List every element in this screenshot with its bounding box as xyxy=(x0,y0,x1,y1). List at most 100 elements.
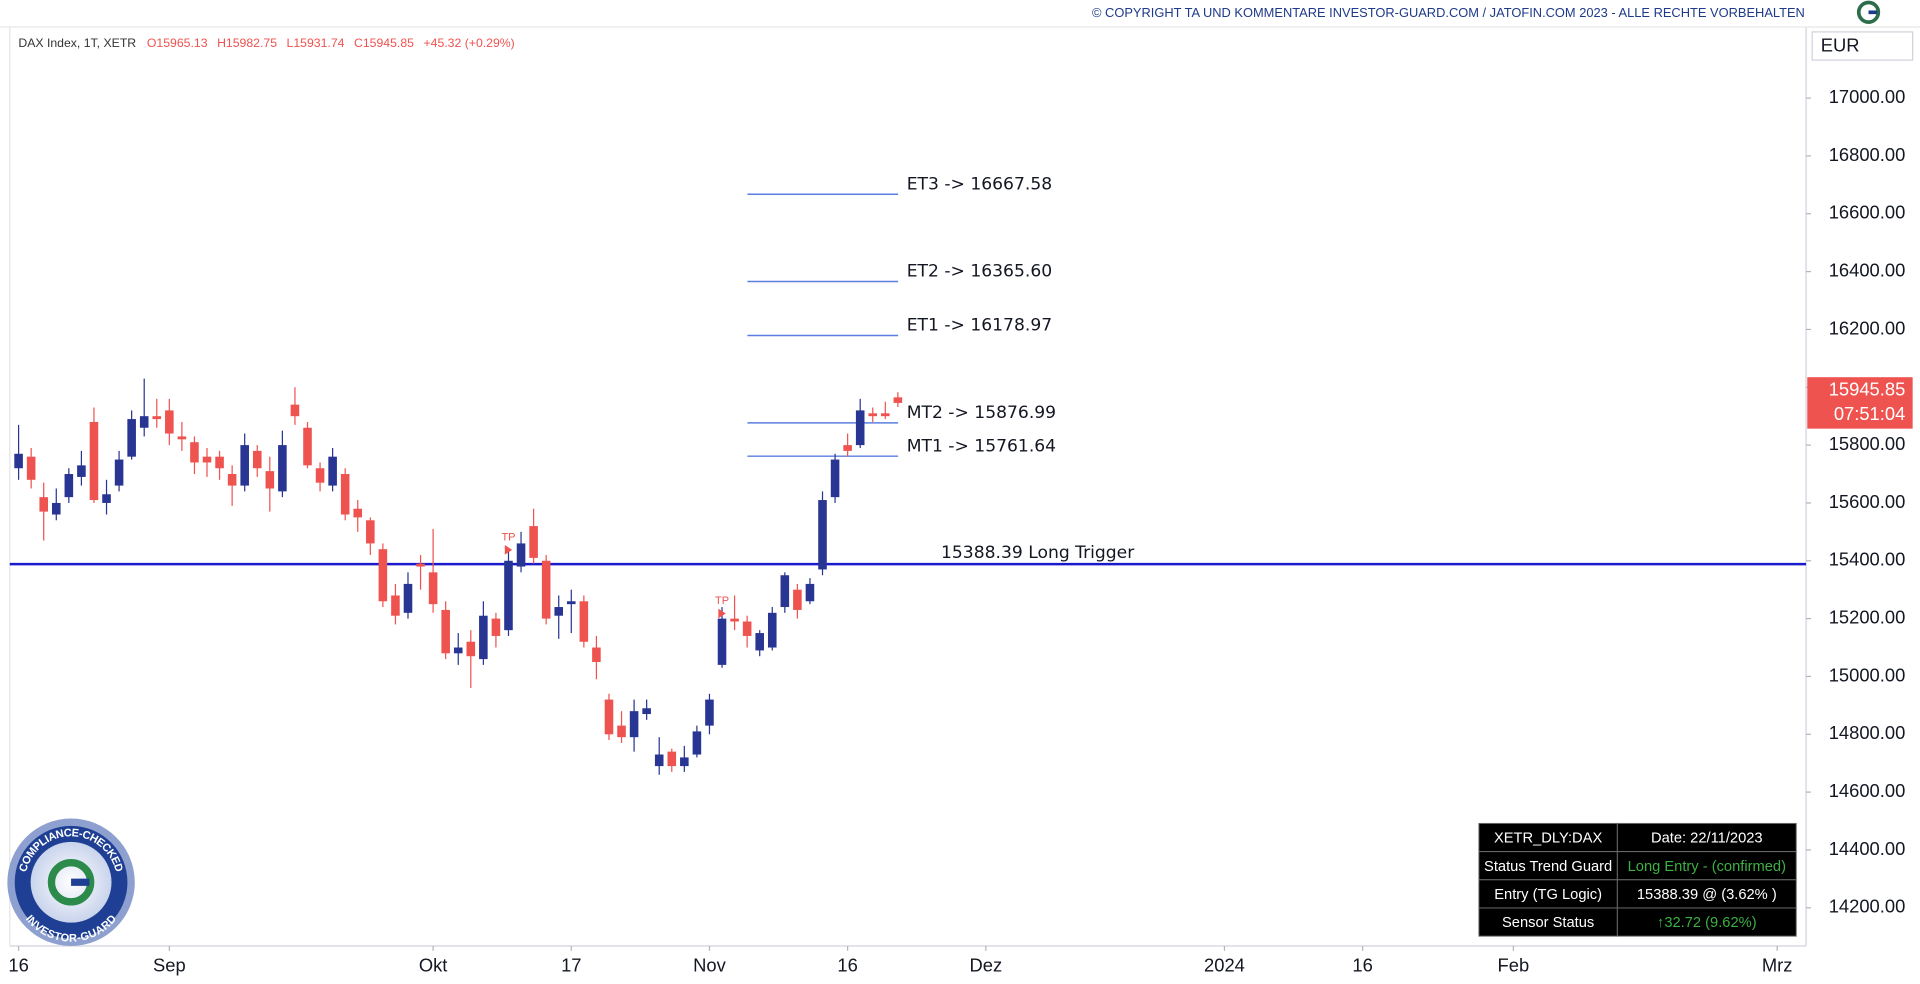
candle-body xyxy=(202,456,212,463)
candle-body xyxy=(441,609,450,654)
candle-body xyxy=(328,456,337,486)
candle-body xyxy=(77,465,86,477)
x-tick-label: 2024 xyxy=(1204,955,1245,976)
target-label: ET3 -> 16667.58 xyxy=(907,174,1052,194)
candle-body xyxy=(227,474,237,486)
candle-body xyxy=(504,560,513,631)
candle-body xyxy=(340,474,350,515)
y-tick-label: 14400.00 xyxy=(1829,838,1906,859)
table-cell xyxy=(1478,879,1618,909)
table-text: Sensor Status xyxy=(1502,915,1594,931)
last-price-badge xyxy=(1807,377,1913,429)
candle-body xyxy=(265,471,275,489)
table-cell xyxy=(1616,907,1797,937)
candle-body xyxy=(642,708,651,715)
x-tick-label: 16 xyxy=(1352,955,1372,976)
currency-box[interactable] xyxy=(1811,31,1914,61)
candle-body xyxy=(541,560,551,619)
candle-body xyxy=(240,445,249,486)
candle-body xyxy=(780,575,790,608)
copyright: © COPYRIGHT TA UND KOMMENTARE INVESTOR-G… xyxy=(1092,5,1805,20)
candle-body xyxy=(177,436,187,440)
candle-body xyxy=(604,699,614,735)
candle-body xyxy=(252,450,262,469)
candle-body xyxy=(893,397,903,403)
candle-body xyxy=(680,757,689,767)
annotation-label: TP xyxy=(501,532,515,544)
candle-body xyxy=(742,621,752,636)
ohlc-high: H15982.75 xyxy=(217,36,277,50)
candle-body xyxy=(617,725,626,738)
candle-body xyxy=(353,508,363,518)
x-tick-label: 16 xyxy=(8,955,28,976)
candle-body xyxy=(793,589,802,610)
annotation-label: TP xyxy=(715,595,729,607)
candle-body xyxy=(692,731,702,755)
table-text: Long Entry - (confirmed) xyxy=(1628,859,1786,875)
x-tick-label: 16 xyxy=(837,955,857,976)
candle-body xyxy=(89,421,99,501)
target-label: MT1 -> 15761.64 xyxy=(907,436,1056,456)
candle-body xyxy=(843,445,852,451)
logo xyxy=(1856,0,1881,24)
ohlc-close: C15945.85 xyxy=(354,36,414,50)
candle-body xyxy=(165,410,174,434)
candle-body xyxy=(855,410,865,446)
candle-body xyxy=(818,500,827,570)
candle-body xyxy=(190,442,199,463)
candle-body xyxy=(51,502,61,515)
candle-body xyxy=(881,413,890,417)
y-tick-label: 16800.00 xyxy=(1829,144,1906,165)
countdown: 07:51:04 xyxy=(1834,403,1905,424)
candle-body xyxy=(554,607,564,616)
candle-body xyxy=(566,601,576,605)
x-tick-label: Dez xyxy=(969,955,1002,976)
candle-body xyxy=(290,404,300,417)
table-cell xyxy=(1616,851,1797,881)
ohlc-open: O15965.13 xyxy=(147,36,208,50)
candle-body xyxy=(629,711,639,738)
table-text: Date: 22/11/2023 xyxy=(1651,831,1763,847)
badge-logo xyxy=(47,858,95,906)
y-tick-label: 14800.00 xyxy=(1829,722,1906,743)
compliance-badge: COMPLIANCE-CHECKED INVESTOR-GUARD xyxy=(7,818,135,946)
candle-body xyxy=(64,474,74,498)
candle-body xyxy=(717,618,727,665)
x-tick-label: Nov xyxy=(693,955,726,976)
candle-body xyxy=(391,595,400,616)
symbol-title: DAX Index, 1T, XETR xyxy=(18,36,136,50)
candle-body xyxy=(378,549,388,602)
y-tick-label: 14200.00 xyxy=(1829,896,1906,917)
y-tick-label: 16400.00 xyxy=(1829,259,1906,280)
candle-body xyxy=(139,416,149,428)
y-tick-label: 15200.00 xyxy=(1829,606,1906,627)
ohlc-low: L15931.74 xyxy=(287,36,345,50)
y-tick-label: 17000.00 xyxy=(1829,86,1906,107)
target-label: ET2 -> 16365.60 xyxy=(907,262,1052,282)
currency: EUR xyxy=(1821,34,1860,55)
candle-body xyxy=(14,453,23,469)
y-tick-label: 15800.00 xyxy=(1829,433,1906,454)
table-text: XETR_DLY:DAX xyxy=(1494,831,1602,847)
annotation-arrow xyxy=(504,544,513,555)
x-tick-label: Mrz xyxy=(1762,955,1793,976)
candle-body xyxy=(730,618,739,622)
candle-body xyxy=(516,543,526,567)
x-tick-label: Sep xyxy=(153,955,186,976)
candle-body xyxy=(26,456,36,480)
candle-body xyxy=(403,583,413,613)
candle-body xyxy=(479,615,488,660)
candle-body xyxy=(830,459,840,498)
candle-body xyxy=(416,563,425,567)
y-tick-label: 15600.00 xyxy=(1829,491,1906,512)
candle-body xyxy=(705,699,714,726)
candle-body xyxy=(654,754,664,767)
table-text: ↑32.72 (9.62%) xyxy=(1657,915,1757,931)
candle-body xyxy=(127,419,136,457)
ohlc-change: +45.32 (+0.29%) xyxy=(424,36,515,50)
candle-body xyxy=(278,445,287,492)
target-label: ET1 -> 16178.97 xyxy=(907,316,1052,336)
candle-body xyxy=(114,459,124,486)
